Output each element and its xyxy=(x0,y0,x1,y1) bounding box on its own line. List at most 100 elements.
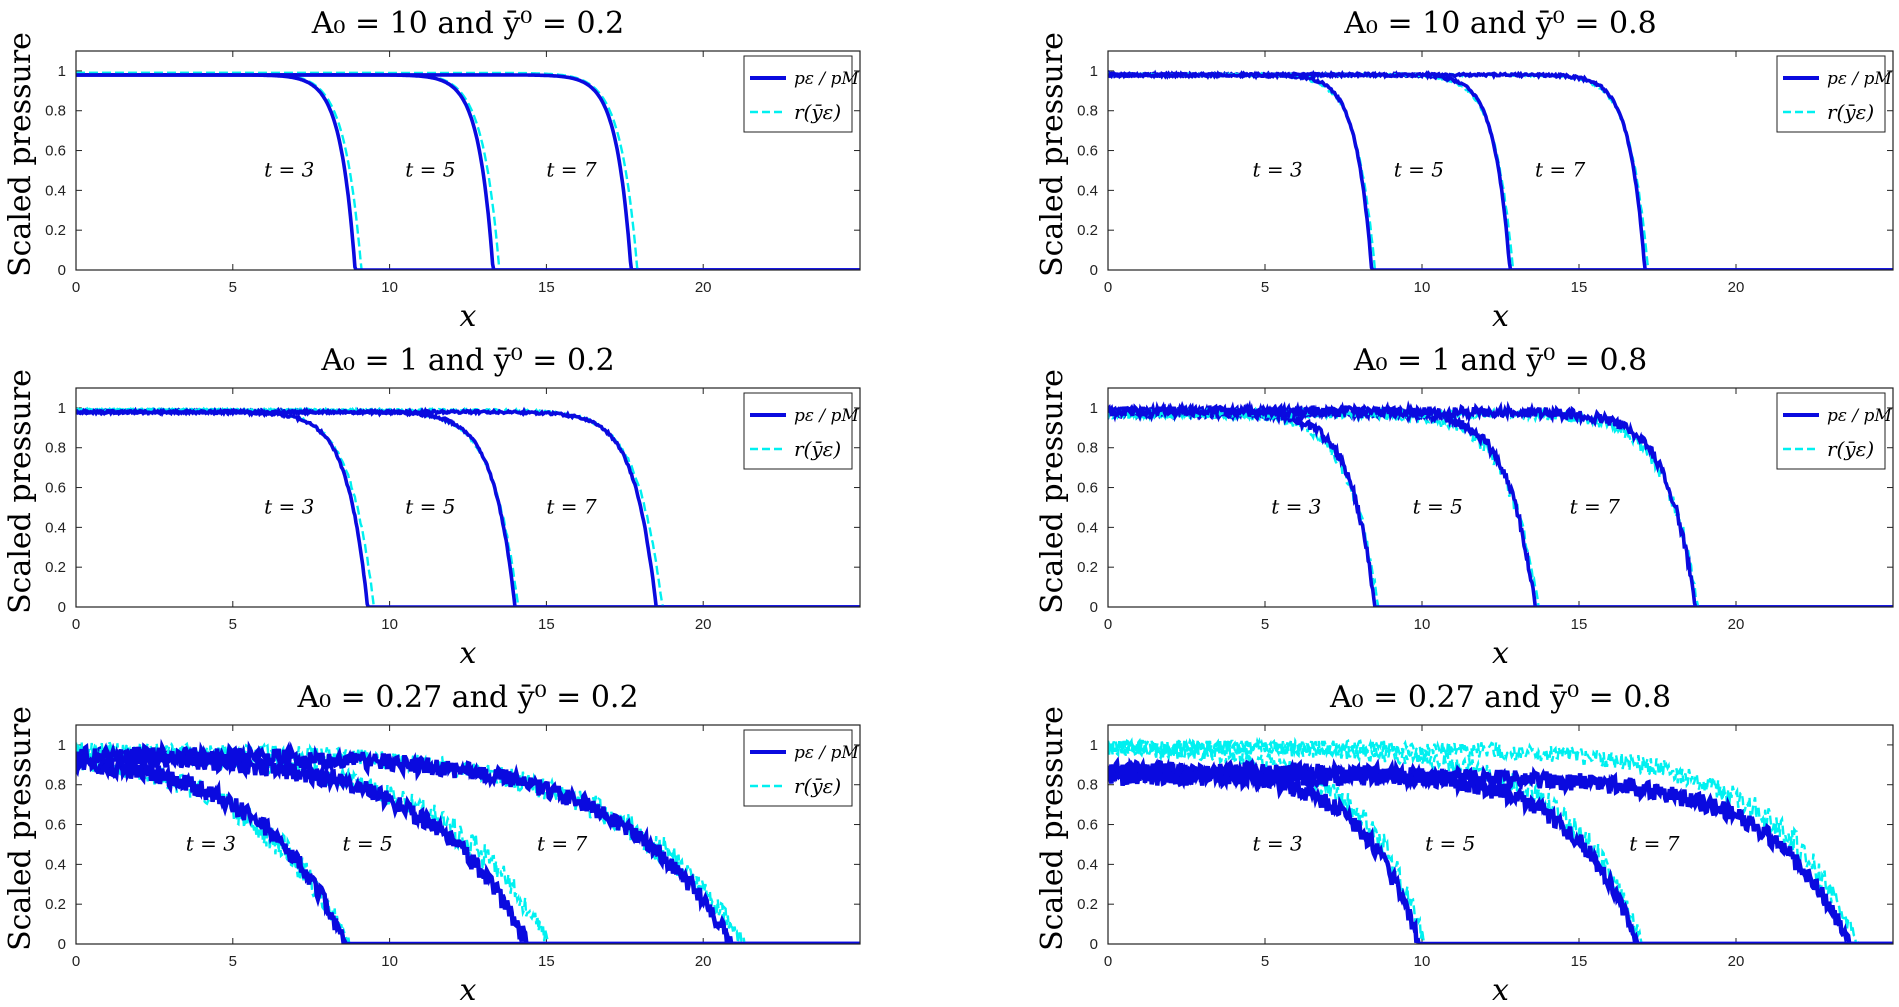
y-tick-label: 1 xyxy=(58,400,66,417)
time-annotation: t = 3 xyxy=(186,831,236,855)
x-tick-label: 20 xyxy=(1728,279,1745,296)
legend-pressure-label: pε / pM xyxy=(794,406,859,426)
axes-box xyxy=(75,50,861,271)
x-tick-label: 5 xyxy=(229,953,237,970)
x-tick-label: 10 xyxy=(381,953,398,970)
axes-box xyxy=(1107,50,1894,271)
x-tick-label: 10 xyxy=(1414,616,1431,633)
y-tick-label: 0.2 xyxy=(45,222,66,239)
y-tick-label: 1 xyxy=(58,737,66,754)
pressure-series-t3 xyxy=(76,747,860,944)
y-tick-label: 0.4 xyxy=(45,856,66,873)
y-tick-label: 1 xyxy=(58,63,66,80)
y-axis-label: Scaled pressure xyxy=(3,369,38,614)
time-annotation: t = 3 xyxy=(1252,157,1302,181)
y-tick-label: 0 xyxy=(1090,936,1098,953)
subplot-5: A₀ = 0.27 and ȳ⁰ = 0.2 Scaled pressure x 0 5… xyxy=(3,680,861,1007)
r-series-t7 xyxy=(1108,405,1893,607)
r-series-t5 xyxy=(1108,404,1893,607)
x-tick-label: 0 xyxy=(1104,953,1112,970)
y-tick-label: 0.2 xyxy=(45,896,66,913)
time-annotation: t = 7 xyxy=(546,157,597,181)
x-tick-label: 20 xyxy=(1728,616,1745,633)
time-annotation: t = 3 xyxy=(264,494,314,518)
pressure-series-t5 xyxy=(76,406,860,607)
y-tick-label: 0 xyxy=(58,599,66,616)
time-annotation: t = 5 xyxy=(1413,494,1463,518)
x-axis-label: x xyxy=(1492,973,1509,1007)
pressure-series-t3 xyxy=(76,407,860,607)
y-axis-label: Scaled pressure xyxy=(1035,369,1070,614)
time-annotation: t = 7 xyxy=(1570,494,1621,518)
y-tick-label: 0.6 xyxy=(1077,480,1098,497)
y-tick-label: 0.8 xyxy=(1077,440,1098,457)
y-axis-label: Scaled pressure xyxy=(3,32,38,277)
legend-pressure-label: pε / pM xyxy=(1827,69,1892,89)
pressure-series-t3 xyxy=(1108,402,1893,607)
axes-box xyxy=(1107,387,1894,608)
r-series-t3 xyxy=(76,407,860,607)
pressure-series-t5 xyxy=(1108,399,1893,607)
time-annotation: t = 7 xyxy=(537,831,588,855)
plot-area xyxy=(1108,399,1893,607)
x-tick-label: 5 xyxy=(1261,953,1269,970)
x-axis-label: x xyxy=(460,636,477,671)
legend: pε / pM r(ȳε) xyxy=(1776,392,1892,470)
y-tick-label: 0 xyxy=(1090,262,1098,279)
legend-pressure-label: pε / pM xyxy=(1827,406,1892,426)
y-tick-label: 0.8 xyxy=(45,103,66,120)
x-tick-label: 15 xyxy=(538,616,555,633)
x-tick-label: 15 xyxy=(1571,953,1588,970)
subplot-title: A₀ = 0.27 and ȳ⁰ = 0.8 xyxy=(1329,680,1671,715)
time-annotation: t = 7 xyxy=(546,494,597,518)
x-tick-label: 10 xyxy=(381,616,398,633)
x-tick-label: 5 xyxy=(229,279,237,296)
r-series-t7 xyxy=(1108,736,1893,944)
x-axis-label: x xyxy=(1492,636,1509,671)
x-tick-label: 5 xyxy=(229,616,237,633)
legend: pε / pM r(ȳε) xyxy=(743,729,859,807)
pressure-series-t7 xyxy=(1108,760,1893,944)
y-tick-label: 0 xyxy=(58,936,66,953)
x-tick-label: 20 xyxy=(695,953,712,970)
time-annotation: t = 5 xyxy=(1425,831,1475,855)
subplot-title: A₀ = 1 and ȳ⁰ = 0.2 xyxy=(320,343,614,378)
legend-r-label: r(ȳε) xyxy=(794,100,841,124)
x-axis-label: x xyxy=(1492,299,1509,334)
legend: pε / pM r(ȳε) xyxy=(743,55,859,133)
pressure-series-t7 xyxy=(76,406,860,607)
axes-box xyxy=(75,724,861,945)
pressure-series-t7 xyxy=(76,738,860,944)
time-annotation: t = 7 xyxy=(1629,831,1680,855)
r-series-t7 xyxy=(76,406,860,607)
y-tick-label: 0.2 xyxy=(1077,222,1098,239)
plot-area xyxy=(76,406,860,607)
y-tick-label: 1 xyxy=(1090,737,1098,754)
legend-box xyxy=(743,729,853,807)
x-tick-label: 10 xyxy=(1414,279,1431,296)
y-tick-label: 0.6 xyxy=(45,480,66,497)
time-annotation: t = 7 xyxy=(1535,157,1586,181)
y-axis-label: Scaled pressure xyxy=(1035,706,1070,951)
time-annotation: t = 5 xyxy=(343,831,393,855)
legend-r-label: r(ȳε) xyxy=(794,437,841,461)
pressure-series-t5 xyxy=(1108,69,1893,270)
pressure-series-t7 xyxy=(1108,70,1893,270)
plot-area xyxy=(1108,69,1893,270)
x-tick-label: 0 xyxy=(72,953,80,970)
y-axis-label: Scaled pressure xyxy=(1035,32,1070,277)
subplot-3: A₀ = 1 and ȳ⁰ = 0.2 Scaled pressure x 0 5 10 1… xyxy=(3,343,861,671)
subplot-title: A₀ = 1 and ȳ⁰ = 0.8 xyxy=(1353,343,1647,378)
r-series-t5 xyxy=(76,406,860,607)
legend-r-label: r(ȳε) xyxy=(1827,437,1874,461)
x-axis-label: x xyxy=(460,299,477,334)
legend-r-label: r(ȳε) xyxy=(1827,100,1874,124)
r-series-t7 xyxy=(76,71,860,270)
x-tick-label: 0 xyxy=(72,279,80,296)
legend: pε / pM r(ȳε) xyxy=(1776,55,1892,133)
legend-box xyxy=(743,55,853,133)
r-series-t5 xyxy=(76,743,860,944)
pressure-series-t7 xyxy=(76,73,860,270)
